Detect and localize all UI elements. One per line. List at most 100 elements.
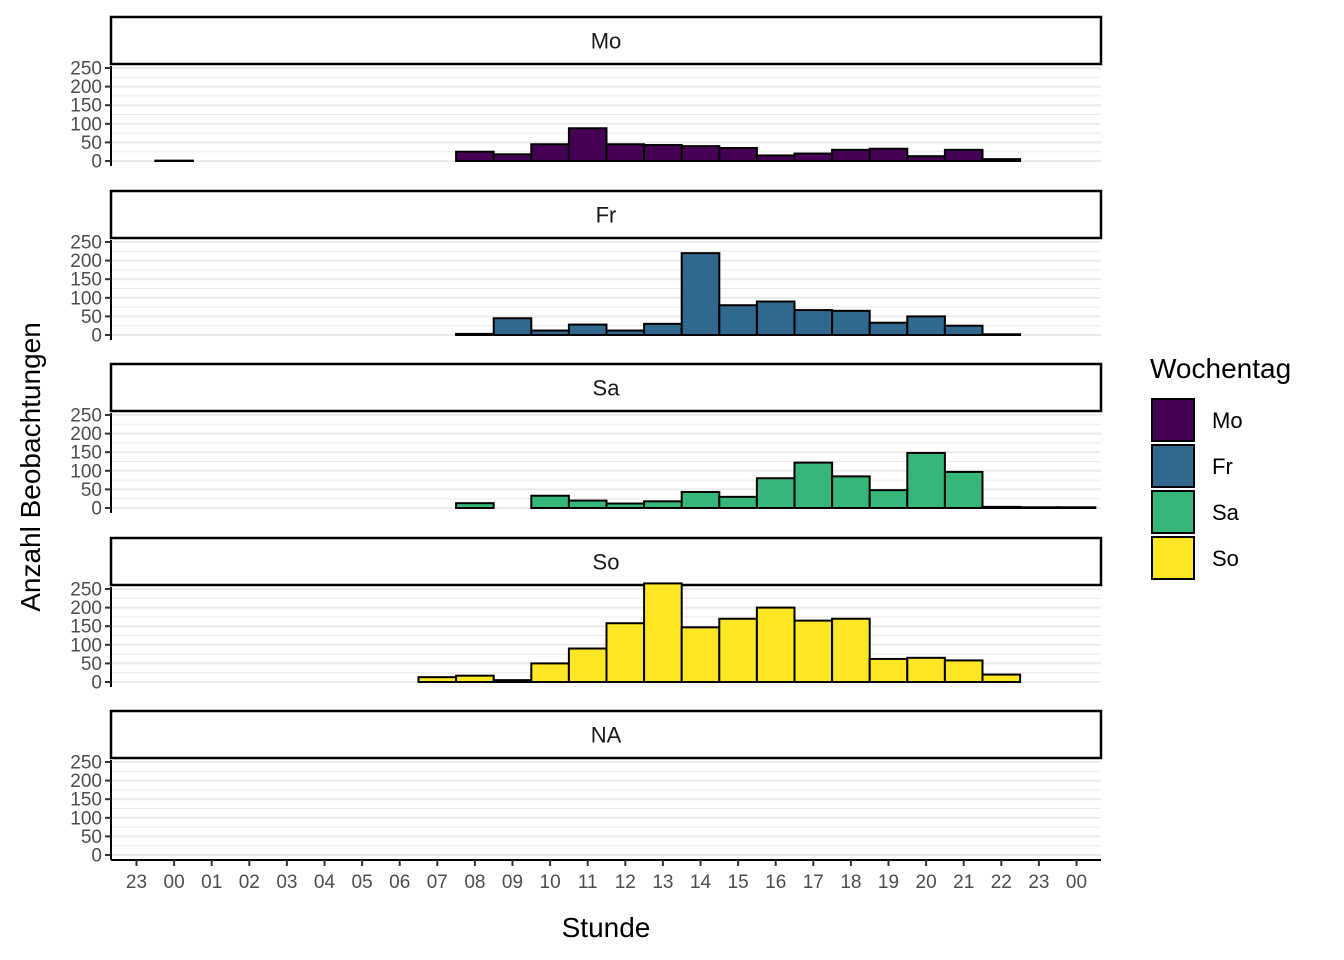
bar-so-06 bbox=[417, 676, 458, 684]
bar-sa-17 bbox=[831, 475, 871, 510]
bar-so-08 bbox=[492, 679, 533, 684]
x-tick-label: 19 bbox=[878, 872, 899, 893]
x-tick-label: 22 bbox=[991, 872, 1012, 893]
y-tick-label: 150 bbox=[70, 96, 102, 117]
bar-sa-19 bbox=[906, 451, 946, 509]
x-tick-label: 20 bbox=[916, 872, 937, 893]
bar-sa-12 bbox=[643, 500, 683, 509]
x-tick-label: 23 bbox=[1028, 872, 1049, 893]
facet-strip-label: Fr bbox=[596, 203, 617, 228]
y-tick-label: 0 bbox=[91, 152, 102, 173]
x-tick-label: 04 bbox=[314, 872, 336, 893]
x-tick-label: 12 bbox=[615, 872, 636, 893]
x-tick-label: 15 bbox=[728, 872, 749, 893]
y-tick-label: 250 bbox=[70, 406, 102, 427]
bar-sa-07 bbox=[455, 502, 495, 510]
facet-strip bbox=[109, 709, 1103, 760]
bar-fr-09 bbox=[530, 329, 570, 337]
y-tick-label: 250 bbox=[70, 753, 102, 774]
bar-mo-09 bbox=[530, 143, 570, 162]
y-tick-label: 100 bbox=[70, 114, 102, 135]
x-tick-label: 16 bbox=[765, 872, 786, 893]
y-tick-label: 150 bbox=[70, 270, 102, 291]
bar-so-17 bbox=[831, 617, 871, 684]
y-tick-label: 100 bbox=[70, 635, 102, 656]
bar-mo-16 bbox=[793, 152, 834, 162]
bar-so-19 bbox=[906, 656, 946, 684]
bar-mo-11 bbox=[605, 143, 646, 162]
legend-key-mo bbox=[1151, 398, 1195, 442]
bar-so-20 bbox=[943, 659, 984, 684]
bar-fr-16 bbox=[793, 309, 834, 336]
bar-fr-12 bbox=[643, 322, 683, 336]
bar-so-11 bbox=[605, 622, 646, 683]
bar-fr-18 bbox=[868, 321, 909, 336]
bar-fr-13 bbox=[680, 252, 721, 336]
x-tick-label: 00 bbox=[1066, 872, 1087, 893]
x-tick-label: 11 bbox=[578, 872, 598, 893]
facet-panels: Mo050100150200250Fr050100150200250Sa0501… bbox=[70, 15, 1103, 867]
y-tick-label: 250 bbox=[70, 580, 102, 601]
bar-mo-17 bbox=[831, 148, 871, 162]
legend: Wochentag Mo Fr Sa So bbox=[1150, 353, 1291, 580]
x-axis-title: Stunde bbox=[562, 912, 651, 943]
y-tick-label: 150 bbox=[70, 617, 102, 638]
y-tick-label: 50 bbox=[81, 480, 102, 501]
bar-fr-08 bbox=[492, 317, 533, 337]
bar-so-13 bbox=[680, 626, 721, 683]
y-tick-label: 200 bbox=[70, 424, 102, 445]
bar-so-16 bbox=[793, 619, 834, 683]
y-tick-label: 250 bbox=[70, 233, 102, 254]
y-tick-label: 150 bbox=[70, 790, 102, 811]
bar-so-21 bbox=[981, 673, 1022, 683]
bar-sa-16 bbox=[793, 461, 834, 509]
x-tick-label: 08 bbox=[464, 872, 485, 893]
facet-strip-label: Mo bbox=[591, 29, 622, 54]
bar-mo-20 bbox=[943, 148, 984, 162]
x-tick-label: 13 bbox=[652, 872, 673, 893]
y-tick-label: 50 bbox=[81, 133, 102, 154]
bar-fr-20 bbox=[943, 324, 984, 337]
x-tick-label: 18 bbox=[840, 872, 861, 893]
facet-strip bbox=[109, 15, 1103, 66]
x-tick-label: 21 bbox=[953, 872, 974, 893]
facet-strip-label: Sa bbox=[593, 376, 621, 401]
y-tick-label: 150 bbox=[70, 443, 102, 464]
y-tick-label: 0 bbox=[91, 499, 102, 520]
bar-so-14 bbox=[718, 617, 758, 684]
legend-label-sa: Sa bbox=[1212, 500, 1240, 525]
x-tick-label: 23 bbox=[126, 872, 147, 893]
legend-key-fr bbox=[1151, 444, 1195, 488]
bar-so-18 bbox=[868, 657, 909, 683]
bar-mo-19 bbox=[906, 155, 946, 163]
bar-sa-13 bbox=[680, 491, 721, 509]
facet-strip-label: So bbox=[593, 550, 620, 575]
x-tick-label: 01 bbox=[201, 872, 222, 893]
bar-mo-10 bbox=[567, 127, 608, 163]
facet-strip-label: NA bbox=[591, 723, 622, 748]
facet-strip bbox=[109, 362, 1103, 413]
bar-so-07 bbox=[455, 674, 495, 684]
bar-mo-15 bbox=[755, 154, 796, 162]
bar-fr-07 bbox=[455, 332, 495, 337]
bar-mo-21 bbox=[981, 158, 1022, 162]
facet-strip bbox=[109, 536, 1103, 587]
y-tick-label: 0 bbox=[91, 673, 102, 694]
bar-sa-15 bbox=[755, 477, 796, 509]
x-tick-label: 14 bbox=[690, 872, 712, 893]
x-tick-label: 02 bbox=[239, 872, 260, 893]
legend-label-fr: Fr bbox=[1212, 454, 1233, 479]
bar-sa-09 bbox=[530, 494, 570, 509]
bar-mo-14 bbox=[718, 146, 758, 162]
bar-mo-08 bbox=[492, 153, 533, 163]
bar-sa-18 bbox=[868, 489, 909, 510]
y-tick-label: 200 bbox=[70, 77, 102, 98]
legend-key-so bbox=[1151, 536, 1195, 580]
x-tick-label: 07 bbox=[427, 872, 448, 893]
y-tick-label: 0 bbox=[91, 846, 102, 867]
